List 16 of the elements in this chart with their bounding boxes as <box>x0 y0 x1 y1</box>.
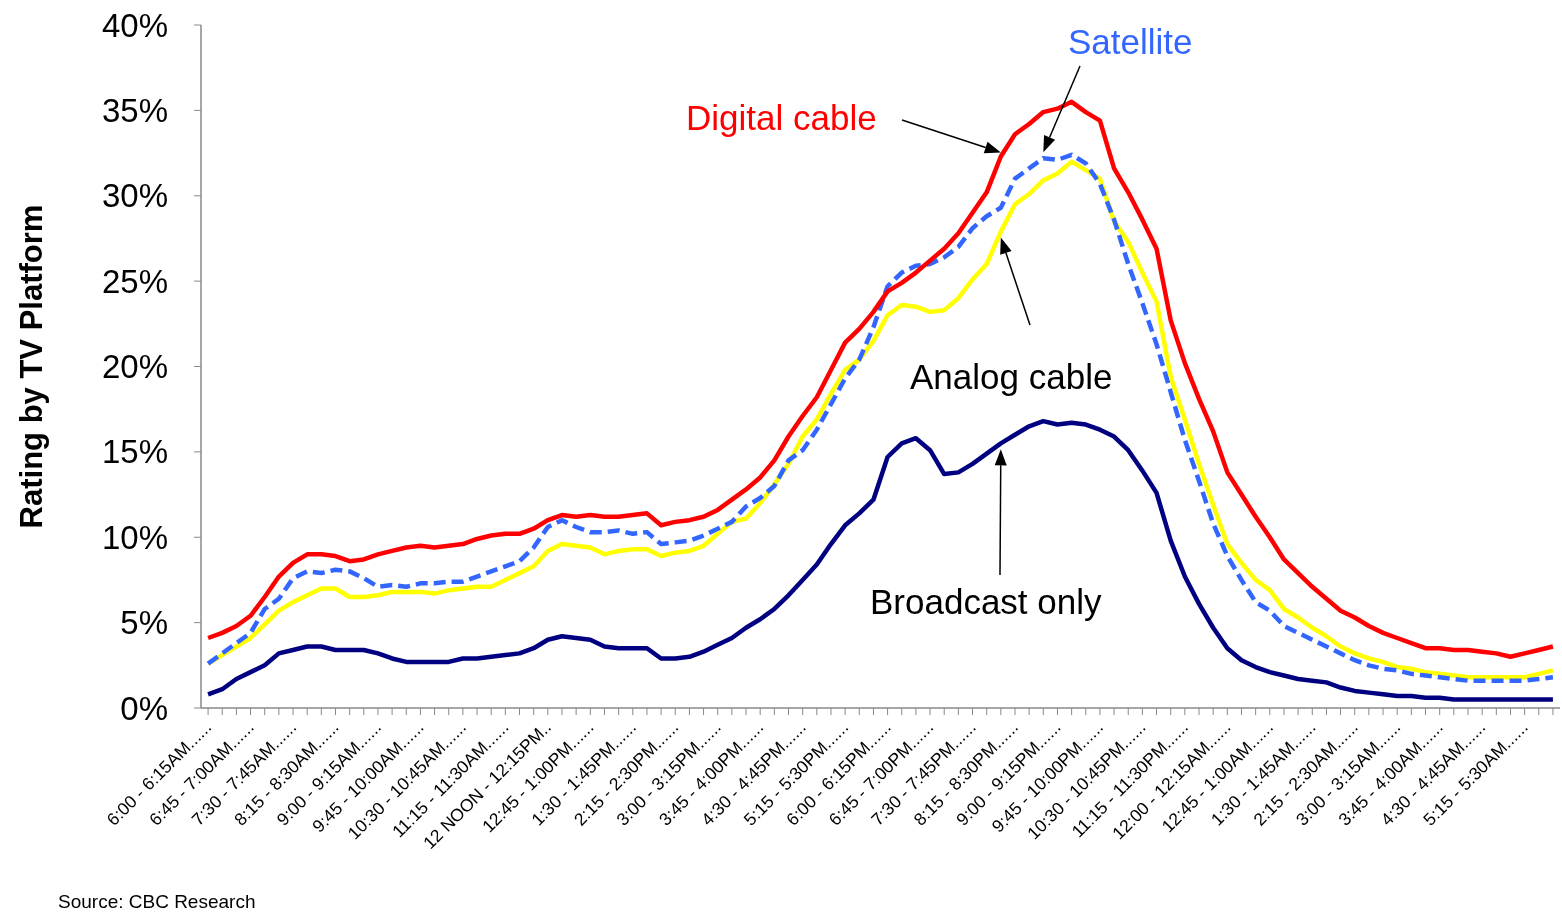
y-tick-label: 35% <box>101 91 168 129</box>
y-tick-label: 0% <box>120 689 168 727</box>
source-note: Source: CBC Research <box>58 891 256 912</box>
line-series <box>205 418 1556 702</box>
y-tick-label: 25% <box>101 262 168 300</box>
y-tick-label: 40% <box>101 6 168 44</box>
y-tick-label: 30% <box>101 177 168 215</box>
y-axis-title: Rating by TV Platform <box>14 204 49 529</box>
series-label: Broadcast only <box>870 582 1103 621</box>
y-tick-label: 20% <box>101 348 168 386</box>
y-tick-label: 5% <box>120 604 168 642</box>
y-tick-label: 15% <box>101 433 168 471</box>
text: Satellite <box>1068 22 1193 61</box>
series-label: Analog cable <box>910 357 1113 396</box>
text: Digital cable <box>686 98 877 137</box>
y-tick-label: 10% <box>101 518 168 556</box>
